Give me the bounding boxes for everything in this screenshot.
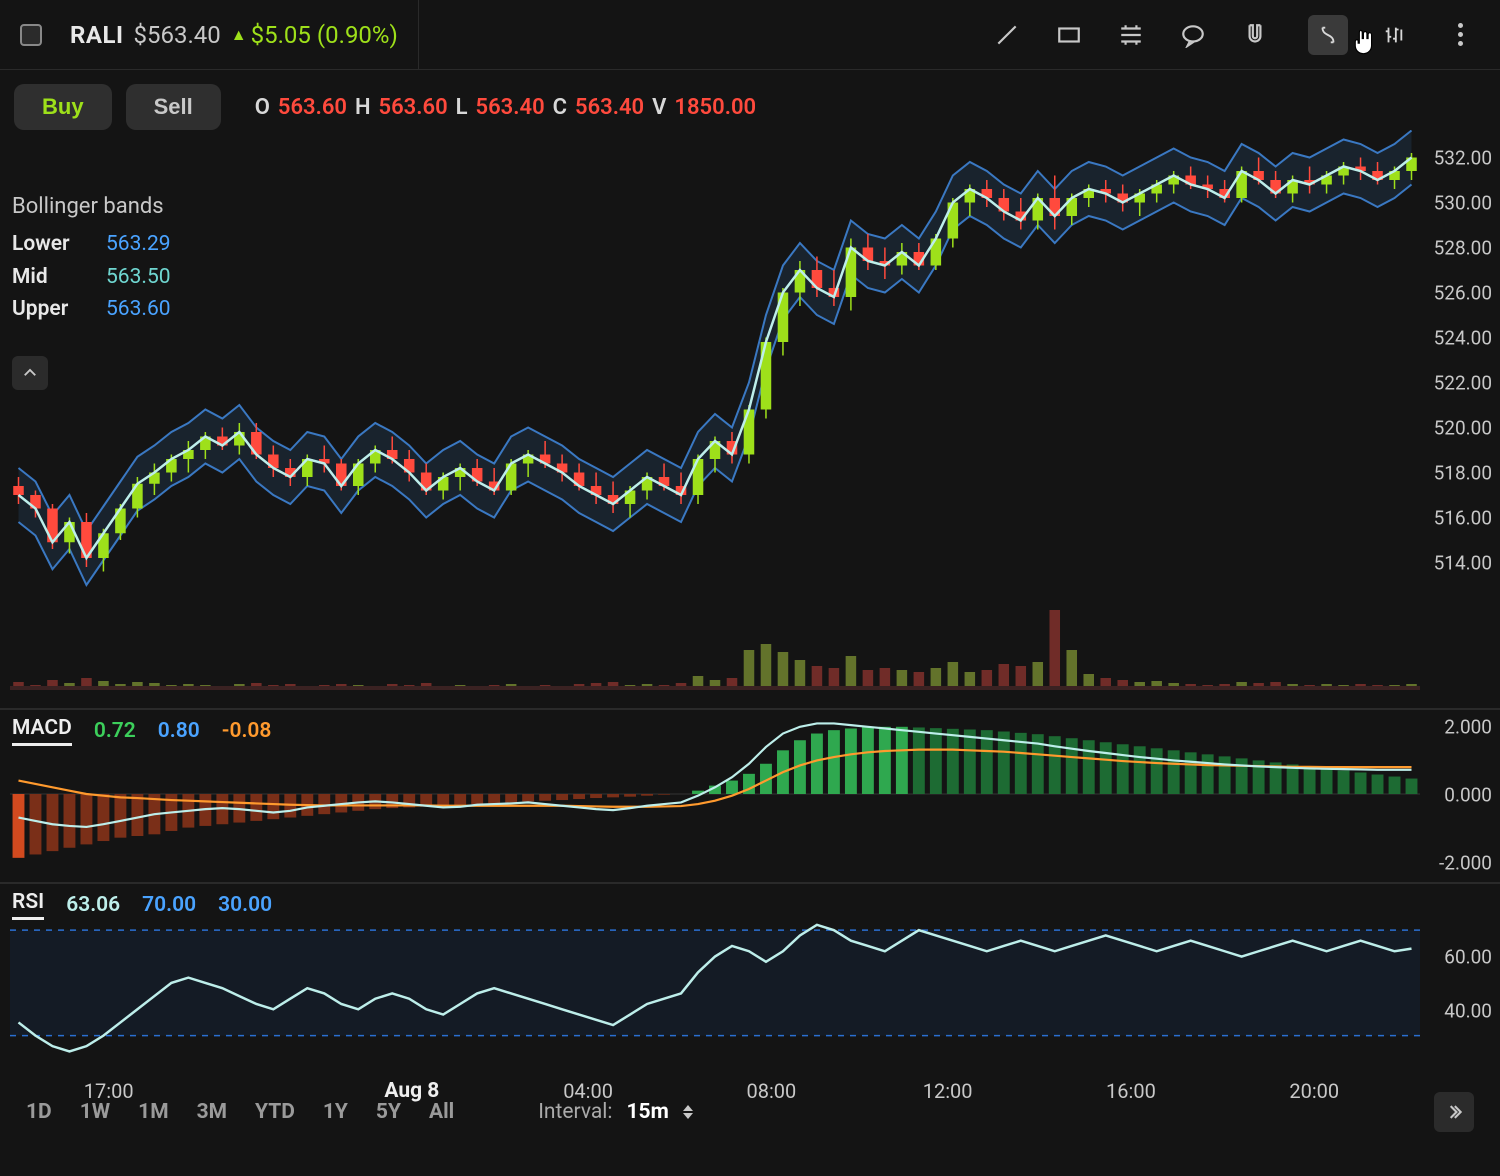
high-label: H bbox=[355, 95, 371, 120]
rsi-ytick: 40.00 bbox=[1444, 999, 1492, 1022]
watchlist-checkbox[interactable] bbox=[20, 24, 42, 46]
bottom-bar: 1D 1W 1M 3M YTD 1Y 5Y All Interval: 15m bbox=[0, 1082, 1500, 1142]
macd-y-axis: -2.000 0.000 2.000 bbox=[1420, 710, 1500, 878]
rsi-value-1: 63.06 bbox=[66, 893, 120, 917]
bb-lower-label: Lower bbox=[12, 228, 82, 261]
price-ytick: 520.00 bbox=[1434, 416, 1492, 439]
interval-value: 15m bbox=[626, 1100, 668, 1124]
open-label: O bbox=[255, 95, 270, 120]
rsi-title: RSI bbox=[12, 890, 44, 920]
price-ytick: 524.00 bbox=[1434, 326, 1492, 349]
range-ytd[interactable]: YTD bbox=[255, 1100, 295, 1124]
open-value: 563.60 bbox=[278, 95, 347, 120]
trade-bar: Buy Sell O 563.60 H 563.60 L 563.40 C 56… bbox=[0, 70, 1500, 130]
right-toolbar bbox=[1308, 15, 1480, 55]
rsi-ytick: 60.00 bbox=[1444, 946, 1492, 969]
price-ytick: 528.00 bbox=[1434, 236, 1492, 259]
chart-stage: Bollinger bands Lower 563.29 Mid 563.50 Up… bbox=[0, 130, 1500, 1142]
rsi-value-2: 70.00 bbox=[142, 893, 196, 917]
range-selector: 1D 1W 1M 3M YTD 1Y 5Y All bbox=[26, 1100, 454, 1124]
price-ytick: 516.00 bbox=[1434, 506, 1492, 529]
rsi-pane[interactable]: RSI 63.06 70.00 30.00 40.00 60.00 bbox=[0, 882, 1500, 1062]
range-1w[interactable]: 1W bbox=[80, 1100, 110, 1124]
low-value: 563.40 bbox=[476, 95, 545, 120]
price-ytick: 530.00 bbox=[1434, 191, 1492, 214]
price-ytick: 522.00 bbox=[1434, 371, 1492, 394]
macd-value-1: 0.72 bbox=[94, 719, 136, 743]
bb-mid: 563.50 bbox=[106, 261, 171, 294]
macd-ytick: 2.000 bbox=[1444, 716, 1492, 739]
range-all[interactable]: All bbox=[429, 1100, 454, 1124]
macd-value-3: -0.08 bbox=[222, 719, 272, 743]
interval-stepper[interactable] bbox=[683, 1105, 693, 1119]
macd-header: MACD 0.72 0.80 -0.08 bbox=[12, 716, 271, 746]
rsi-y-axis: 40.00 60.00 bbox=[1420, 884, 1500, 1062]
price-change-pct: (0.90%) bbox=[317, 21, 398, 49]
range-1d[interactable]: 1D bbox=[26, 1100, 52, 1124]
bollinger-readout: Bollinger bands Lower 563.29 Mid 563.50 Up… bbox=[12, 190, 171, 326]
trendline-icon[interactable] bbox=[994, 22, 1020, 48]
up-triangle-icon: ▲ bbox=[231, 25, 247, 45]
low-label: L bbox=[456, 95, 468, 120]
price-y-axis: 514.00 516.00 518.00 520.00 522.00 524.00 526.… bbox=[1420, 130, 1500, 690]
range-5y[interactable]: 5Y bbox=[376, 1100, 401, 1124]
indicators-button[interactable] bbox=[1308, 15, 1348, 55]
volume-value: 1850.00 bbox=[674, 95, 756, 120]
price-ytick: 514.00 bbox=[1434, 551, 1492, 574]
close-label: C bbox=[553, 95, 567, 120]
macd-value-2: 0.80 bbox=[158, 719, 200, 743]
expand-button[interactable] bbox=[1434, 1092, 1474, 1132]
bollinger-title: Bollinger bands bbox=[12, 190, 171, 224]
fib-icon[interactable] bbox=[1118, 22, 1144, 48]
buy-button[interactable]: Buy bbox=[14, 84, 112, 130]
annotation-icon[interactable] bbox=[1180, 22, 1206, 48]
price-ytick: 532.00 bbox=[1434, 146, 1492, 169]
topbar: RALI $563.40 ▲ $5.05 (0.90%) bbox=[0, 0, 1500, 70]
bb-upper: 563.60 bbox=[106, 293, 171, 326]
ohlc-readout: O 563.60 H 563.60 L 563.40 C 563.40 V 18… bbox=[255, 95, 756, 120]
range-1y[interactable]: 1Y bbox=[323, 1100, 348, 1124]
symbol[interactable]: RALI bbox=[70, 21, 124, 49]
range-3m[interactable]: 3M bbox=[197, 1100, 227, 1124]
collapse-indicators-button[interactable] bbox=[12, 356, 48, 390]
rectangle-icon[interactable] bbox=[1056, 22, 1082, 48]
last-price: $563.40 bbox=[134, 21, 221, 49]
volume-label: V bbox=[652, 95, 666, 120]
magnet-icon[interactable] bbox=[1242, 22, 1268, 48]
macd-ytick: -2.000 bbox=[1439, 852, 1492, 875]
divider bbox=[418, 0, 419, 70]
high-value: 563.60 bbox=[379, 95, 448, 120]
macd-pane[interactable]: MACD 0.72 0.80 -0.08 -2.000 0.000 2.000 bbox=[0, 708, 1500, 878]
drawing-toolbar bbox=[994, 22, 1268, 48]
bb-mid-label: Mid bbox=[12, 261, 82, 294]
interval-selector[interactable]: Interval: 15m bbox=[538, 1100, 693, 1124]
price-ytick: 518.00 bbox=[1434, 461, 1492, 484]
chart-type-button[interactable] bbox=[1374, 15, 1414, 55]
interval-label: Interval: bbox=[538, 1100, 612, 1124]
price-change: $5.05 bbox=[251, 21, 311, 49]
more-menu-button[interactable] bbox=[1440, 15, 1480, 55]
price-pane[interactable]: Bollinger bands Lower 563.29 Mid 563.50 Up… bbox=[0, 130, 1500, 690]
price-ytick: 526.00 bbox=[1434, 281, 1492, 304]
sell-button[interactable]: Sell bbox=[126, 84, 221, 130]
range-1m[interactable]: 1M bbox=[138, 1100, 168, 1124]
bb-lower: 563.29 bbox=[106, 228, 171, 261]
rsi-header: RSI 63.06 70.00 30.00 bbox=[12, 890, 272, 920]
candlestick-chart[interactable] bbox=[10, 130, 1420, 690]
close-value: 563.40 bbox=[575, 95, 644, 120]
macd-title: MACD bbox=[12, 716, 72, 746]
macd-ytick: 0.000 bbox=[1444, 784, 1492, 807]
rsi-value-3: 30.00 bbox=[218, 893, 272, 917]
bb-upper-label: Upper bbox=[12, 293, 82, 326]
